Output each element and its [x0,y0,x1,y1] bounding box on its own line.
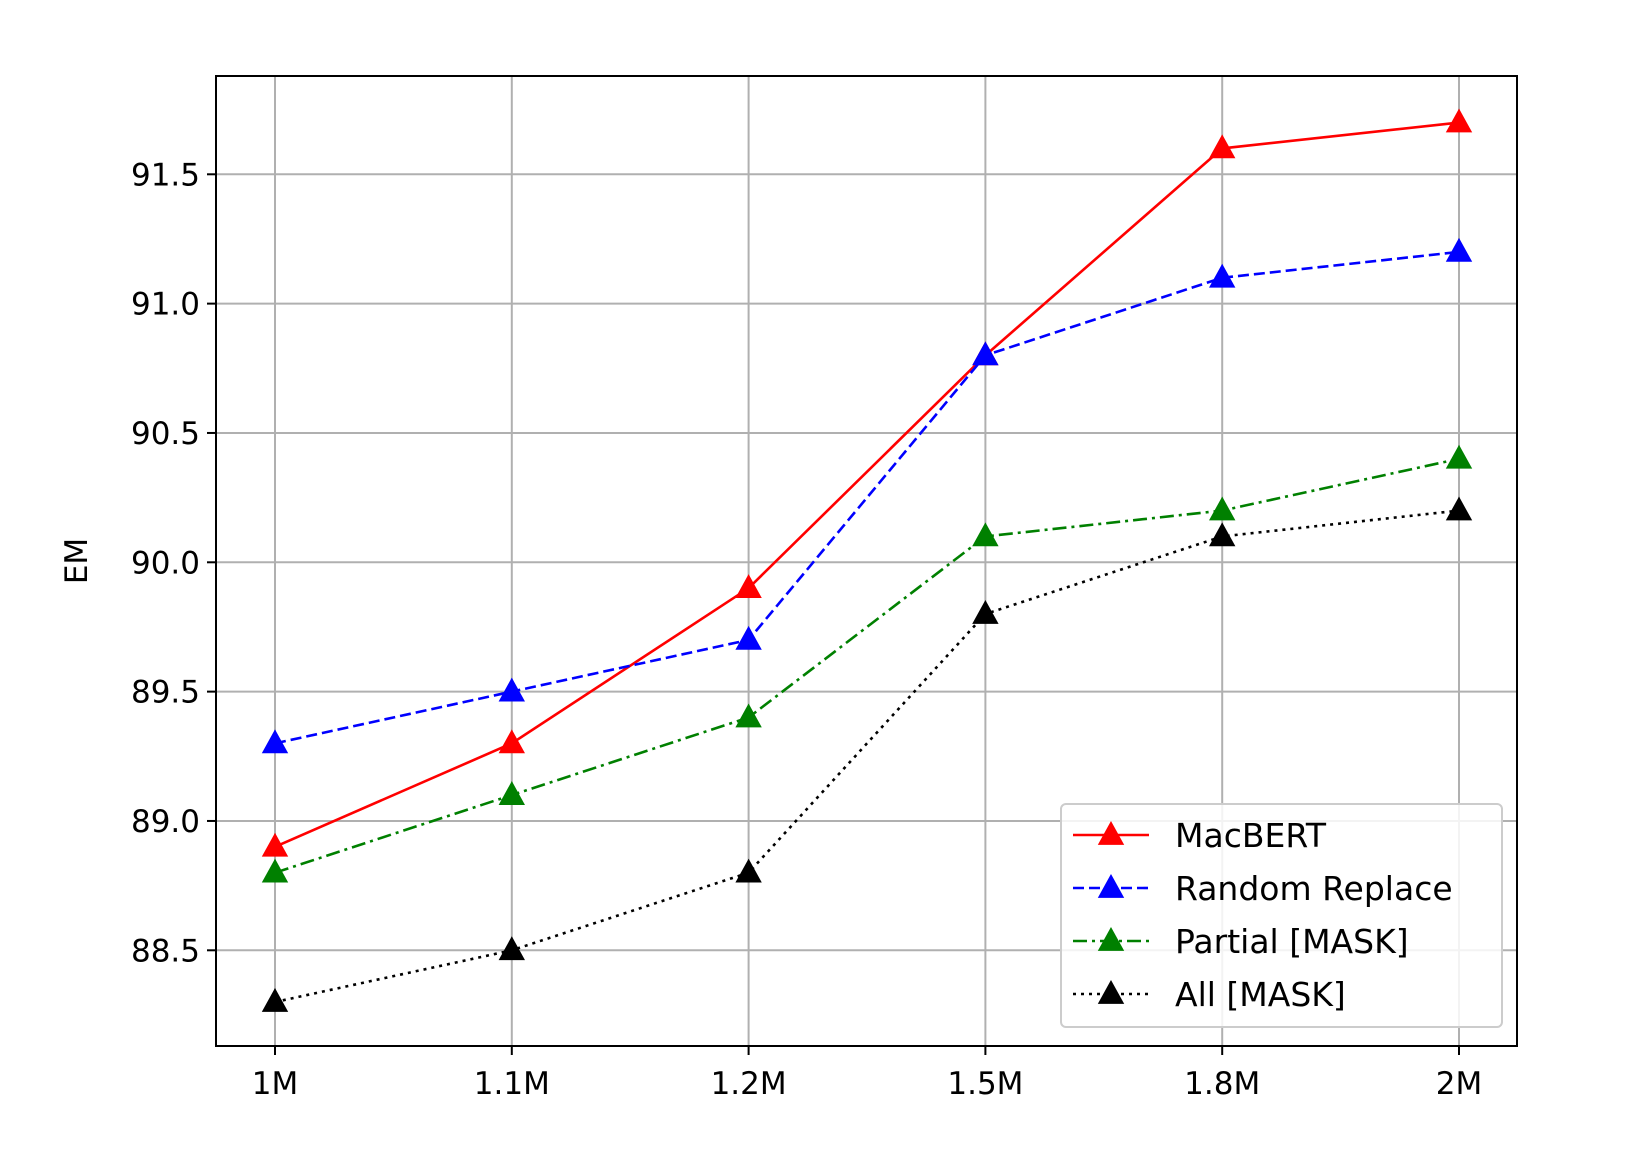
y-tick-label: 90.0 [131,545,200,581]
y-tick-label: 89.0 [131,804,200,840]
y-tick-label: 90.5 [131,416,200,452]
legend-label: Random Replace [1175,869,1453,908]
data-point [498,677,525,702]
data-point [735,703,762,728]
data-point [735,625,762,650]
data-point [1445,108,1473,133]
data-point [972,341,999,366]
x-axis: 1M 1.1M 1.2M 1.5M 1.8M 2M [252,1046,1482,1102]
y-tick-label: 91.0 [131,287,200,323]
data-point [735,858,762,883]
data-point [1209,496,1236,521]
series-layer [261,108,1473,1012]
x-tick-label: 1.8M [1184,1066,1260,1102]
x-tick-label: 1.5M [947,1066,1023,1102]
plot-frame [215,75,1518,1047]
legend-marker [1097,820,1125,845]
data-point [498,729,525,754]
legend-label: MacBERT [1175,816,1327,855]
legend: MacBERT Random Replace Partial [MASK] All [… [1060,803,1503,1028]
series-line [274,121,1460,849]
data-point [1209,134,1236,159]
y-tick-label: 89.5 [131,675,200,711]
x-tick-label: 1.2M [711,1066,787,1102]
data-point [1445,237,1473,262]
series-line [274,250,1460,745]
x-tick-label: 1.1M [474,1066,550,1102]
data-point [261,832,289,857]
data-point [261,858,289,883]
data-point [498,781,525,805]
data-point [972,599,999,624]
legend-marker [1097,873,1125,898]
legend-box [1060,803,1503,1028]
y-axis: 88.5 89.0 89.5 90.0 90.5 91.0 91.5 [131,157,216,969]
data-point [1445,496,1473,521]
data-point [1445,444,1473,469]
legend-marker [1097,926,1125,951]
legend-marker [1097,979,1125,1004]
data-point [261,729,289,754]
series-line [274,509,1460,1004]
x-tick-label: 2M [1436,1066,1482,1102]
data-point [498,936,525,961]
data-point [1209,263,1236,288]
y-axis-label: EM [59,538,95,584]
y-tick-label: 91.5 [131,157,200,193]
legend-label: All [MASK] [1175,975,1346,1014]
y-tick-label: 88.5 [131,933,200,969]
legend-label: Partial [MASK] [1175,922,1409,961]
data-point [1209,522,1236,547]
data-point [735,574,762,599]
data-point [261,987,289,1012]
data-point [972,522,999,547]
x-tick-label: 1M [252,1066,298,1102]
